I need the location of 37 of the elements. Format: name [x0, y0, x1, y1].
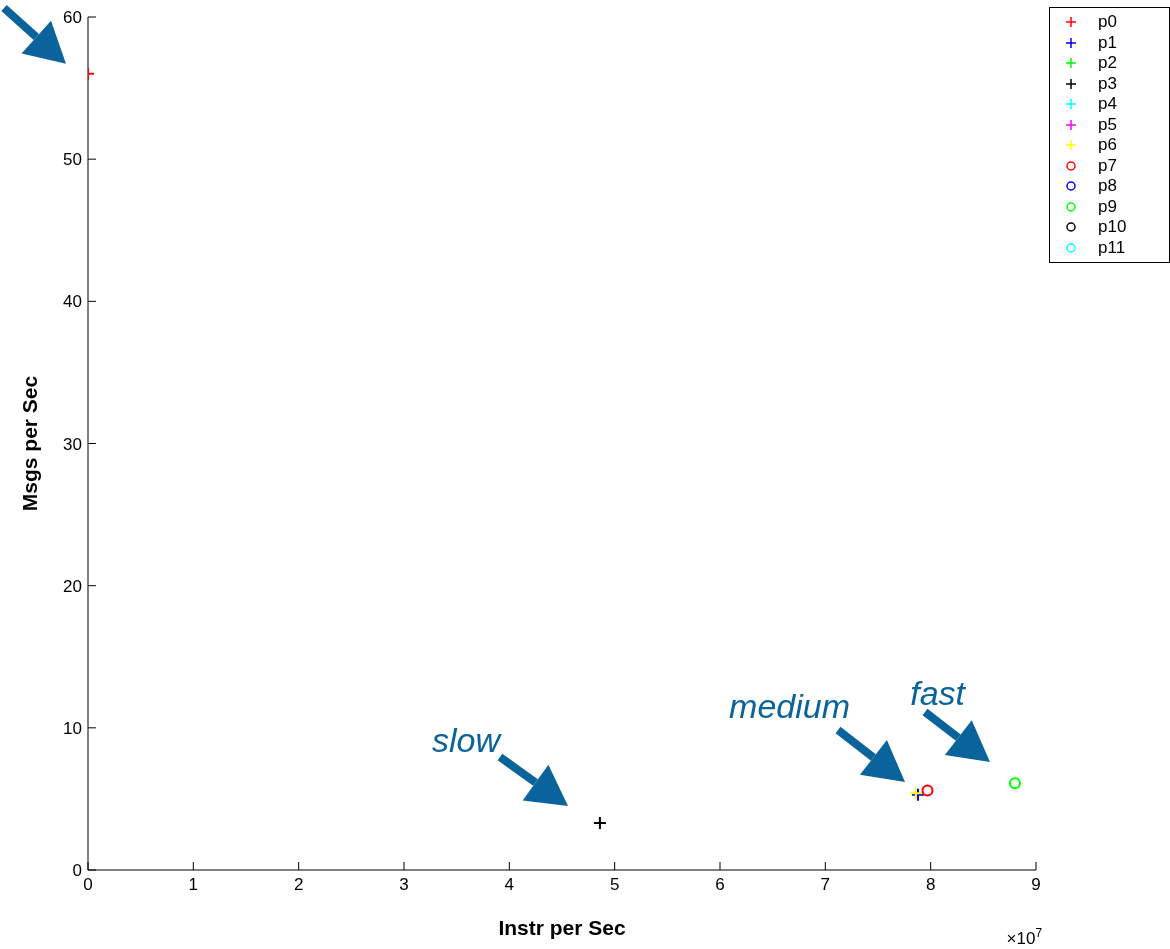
legend-label: p7	[1098, 155, 1117, 176]
text: ×10$^{7}$	[1006, 926, 1043, 948]
legend-label: p10	[1098, 217, 1127, 238]
x-tick-label: 5	[609, 875, 620, 895]
x-tick-label: 8	[925, 875, 936, 895]
y-tick-label: 10	[63, 718, 82, 738]
annotation: slow	[431, 721, 503, 759]
y-tick-label: 60	[63, 8, 82, 28]
x-tick-label: 1	[188, 875, 199, 895]
y-tick-label: 50	[63, 150, 82, 170]
y-tick-label: 0	[72, 861, 82, 881]
y-tick-label: 40	[63, 292, 82, 312]
point	[1008, 777, 1021, 790]
annotation: medium	[729, 687, 850, 725]
x-tick-label: 4	[504, 875, 515, 895]
legend-label: p4	[1098, 94, 1117, 115]
legend-label: p6	[1098, 135, 1117, 156]
annotation: fast	[910, 674, 967, 712]
y-tick-label: 20	[63, 576, 82, 596]
y-tick-label: 30	[63, 434, 82, 454]
x-tick-label: 6	[715, 875, 725, 895]
y-axis-title: Msgs per Sec	[18, 375, 41, 512]
legend-label: p0	[1098, 12, 1117, 33]
x-tick-label: 2	[293, 875, 304, 895]
legend-label: p9	[1098, 196, 1117, 217]
legend-label: p2	[1098, 53, 1117, 74]
legend-label: p5	[1098, 114, 1117, 135]
x-tick-label: 3	[399, 875, 409, 895]
legend-label: p11	[1098, 237, 1126, 258]
legend-label: p8	[1098, 176, 1117, 197]
point	[592, 816, 607, 831]
x-tick-label: 9	[1031, 875, 1041, 895]
legend-label: p3	[1098, 73, 1117, 94]
x-axis-title: Instr per Sec	[498, 916, 626, 939]
legend-label: p1	[1098, 32, 1117, 53]
x-tick-label: 7	[820, 875, 831, 895]
point	[921, 784, 934, 797]
